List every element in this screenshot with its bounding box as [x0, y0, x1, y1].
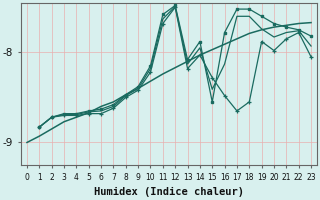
X-axis label: Humidex (Indice chaleur): Humidex (Indice chaleur) — [94, 187, 244, 197]
